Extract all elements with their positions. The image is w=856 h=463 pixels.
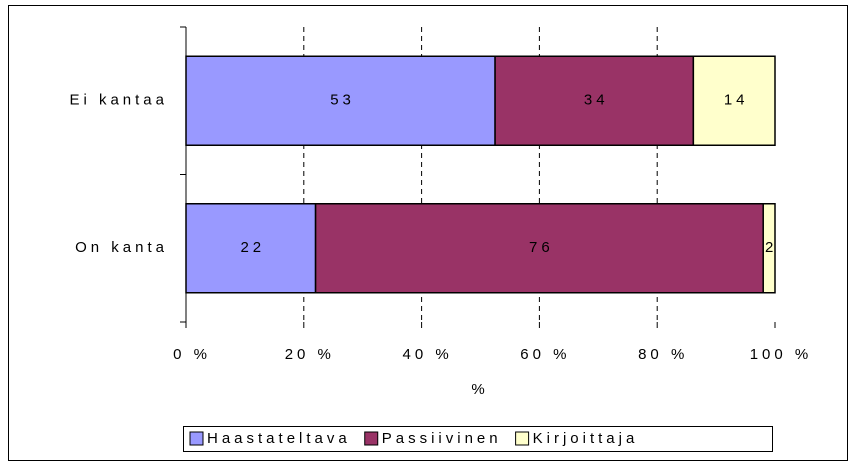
data-label: 34 [584, 92, 609, 109]
data-label: 14 [724, 92, 749, 109]
bar-segment [762, 203, 776, 294]
x-tick-label: 60 % [520, 346, 570, 363]
x-tick-label: 100 % [750, 346, 813, 363]
x-tick-label: 0 % [173, 346, 211, 363]
data-label: 76 [529, 239, 554, 256]
bar-segment [494, 55, 695, 146]
x-tick-label: 20 % [285, 346, 335, 363]
x-tick-label: 40 % [402, 346, 452, 363]
data-label: 22 [240, 239, 265, 256]
y-tick-label: Ei kantaa [69, 92, 168, 109]
bar-segment [314, 203, 764, 294]
legend-label: Passiivinen [382, 430, 502, 447]
legend [183, 426, 773, 452]
y-tick-label: On kanta [75, 239, 168, 256]
legend-label: Kirjoittaja [533, 430, 639, 447]
data-label: 2 [765, 239, 777, 256]
data-label: 53 [330, 92, 355, 109]
bar-segment [692, 55, 776, 146]
x-axis-label: % [471, 381, 488, 398]
legend-swatch [189, 431, 204, 446]
legend-swatch [364, 431, 379, 446]
x-tick-label: 80 % [638, 346, 688, 363]
legend-swatch [515, 431, 530, 446]
legend-label: Haastateltava [207, 430, 351, 447]
